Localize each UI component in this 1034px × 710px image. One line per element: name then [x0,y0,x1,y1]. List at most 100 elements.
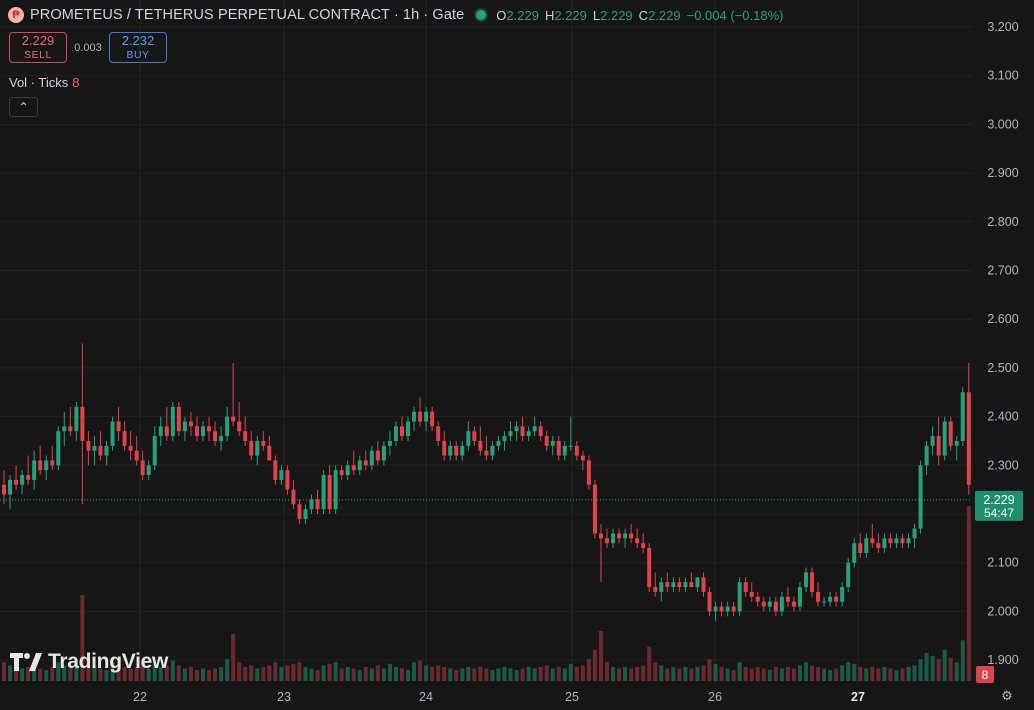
candle-body [924,445,929,466]
volume-bar [605,662,609,681]
price-tick-label: 2.000 [987,604,1018,618]
candle [695,577,700,592]
candles [2,343,971,622]
candle [200,421,205,441]
ohlc-low: L2.229 [592,7,633,23]
volume-bar [701,665,706,681]
volume-bar [303,666,308,681]
volume-bar [689,668,694,681]
settings-gear-icon[interactable]: ⚙ [1001,688,1013,703]
candle [291,479,296,510]
candle [900,533,905,549]
candle [213,421,218,446]
candle [773,596,778,617]
market-status-icon[interactable] [476,10,487,20]
candle-body [930,436,935,446]
volume-legend[interactable]: Vol · Ticks 8 [9,75,79,90]
time-axis[interactable]: 22 23 24 25 26 27 [0,684,972,710]
volume-bar [315,670,320,681]
candlestick-chart[interactable] [0,0,972,684]
candle [568,416,573,451]
price-tick-label: 2.600 [987,312,1018,326]
candle [26,455,31,485]
volume-bar [442,666,447,681]
candle-body [785,596,790,602]
candle [315,489,320,514]
candle [514,421,519,441]
candle [586,455,591,490]
candle [810,567,815,597]
price-axis[interactable]: 3.200 3.100 3.000 2.900 2.800 2.700 2.600 2.500… [972,0,1034,684]
candle [375,440,380,466]
candle [894,533,899,549]
volume-bar [882,666,887,681]
candle-body [207,426,212,432]
volume-bar [713,663,718,681]
candle [418,397,423,427]
volume-bar [219,666,224,681]
candle-body [158,426,163,437]
symbol-title[interactable]: PROMETEUS / TETHERUS PERPETUAL CONTRACT … [30,7,465,23]
candle-body [508,431,513,437]
price-tick-label: 2.400 [987,410,1018,424]
candle-body [556,440,561,456]
volume-bar [393,666,398,681]
candle [454,440,459,461]
candle [550,436,555,456]
time-axis-ticks: 22 23 24 25 26 27 [133,690,865,704]
candle [888,533,893,549]
candle [472,426,477,446]
candle-body [574,445,579,456]
volume-bar [448,668,453,681]
candle-body [876,543,881,549]
candle-body [568,445,573,447]
candle [267,436,272,461]
price-tick-label: 2.500 [987,361,1018,375]
symbol-logo-icon[interactable]: ₱ [8,7,24,23]
buy-label: BUY [126,48,150,61]
ohlc-close: C2.229 [638,7,681,23]
candle-body [834,596,839,602]
volume-bar [176,665,181,681]
candle-body [182,421,187,432]
candle [279,465,284,485]
tradingview-logo[interactable]: TradingView [10,650,168,674]
candle [273,455,278,485]
sell-button[interactable]: 2.229 SELL [9,32,67,63]
candle [140,450,145,480]
volume-bar [743,666,748,681]
candle [146,460,151,480]
buy-button[interactable]: 2.232 BUY [109,32,167,63]
candle [86,431,91,466]
candle [345,460,350,480]
volume-bar [249,665,254,681]
candle-body [194,426,199,437]
candle [864,533,869,558]
time-tick-label: 25 [565,690,579,704]
candle-body [858,543,863,553]
volume-bar [556,666,561,681]
volume-bar [797,665,802,681]
candle-body [303,509,308,519]
volume-bar [611,666,616,681]
volume-bar [140,662,145,681]
candle [261,431,266,451]
candle-body [315,499,320,510]
candle [629,523,634,544]
candle [466,421,471,451]
candle-body [713,606,718,612]
volume-bar [267,665,272,681]
candle-body [442,440,447,456]
candle [134,436,139,466]
candle-body [472,431,477,441]
volume-bar [122,666,127,681]
candle-body [98,445,103,456]
volume-bar [273,662,278,681]
volume-bar [158,666,163,681]
volume-bar [309,668,314,681]
candle-body [345,465,350,476]
volume-bar [737,662,742,681]
volume-bar [828,670,833,681]
volume-bar [339,668,344,681]
collapse-legend-button[interactable]: ⌃ [9,97,38,117]
